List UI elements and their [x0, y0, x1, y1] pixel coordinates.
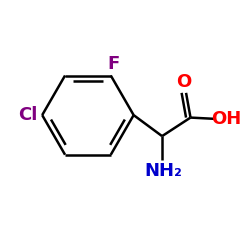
Text: F: F: [107, 55, 120, 73]
Text: Cl: Cl: [18, 106, 38, 124]
Text: NH₂: NH₂: [144, 162, 182, 180]
Text: OH: OH: [211, 110, 241, 128]
Text: O: O: [176, 74, 192, 92]
